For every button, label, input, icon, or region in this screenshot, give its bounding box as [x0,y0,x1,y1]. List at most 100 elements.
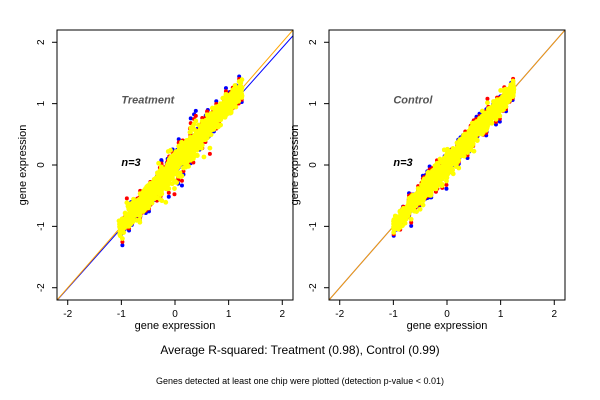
detected-gene-point [157,197,163,202]
all-gene-point [193,108,198,113]
detected-gene-point [452,147,458,153]
detected-gene-point [165,167,171,173]
detected-gene-point [448,163,453,169]
detected-gene-point [171,155,177,161]
detected-gene-point [137,197,142,203]
average-r-squared-caption: Average R-squared: Treatment (0.98), Con… [160,343,440,357]
detected-gene-point [163,199,169,205]
detected-gene-point [510,94,516,100]
detected-gene-point [230,95,235,101]
detected-gene-point [172,186,177,191]
detected-gene-point [450,157,456,163]
x-tick-label: 1 [498,309,504,320]
detected-gene-point [144,191,150,197]
detected-gene-point [471,148,477,154]
detected-gene-point [469,120,475,126]
flagged-gene-point [409,220,414,225]
detected-gene-point [122,211,128,216]
detected-gene-point [187,144,193,149]
detected-gene-point [505,93,511,98]
detected-gene-point [432,169,438,175]
detected-gene-point [215,117,221,123]
detected-gene-point [188,129,193,135]
all-gene-point [176,137,181,142]
flagged-gene-point [120,239,125,244]
detected-gene-point [230,87,236,93]
detected-gene-point [157,186,163,192]
detected-gene-point [485,111,491,117]
detected-gene-point [503,97,509,103]
detected-gene-point [151,184,157,190]
detected-gene-point [391,221,397,227]
detected-gene-point [168,154,174,160]
detected-gene-point [173,169,178,175]
detected-gene-point [124,219,130,225]
control-panel: -2 -1 0 1 2 -2 -1 0 1 2 gene expression gene expres… [289,29,566,332]
x-axis-label: gene expression [407,320,488,332]
y-tick-label: 2 [308,39,319,45]
flagged-gene-point [181,169,186,174]
detected-gene-point [450,171,456,177]
detected-gene-point [183,153,189,159]
detected-gene-point [153,194,159,200]
detected-gene-point [239,77,245,83]
x-tick-label: 0 [444,309,450,320]
detected-gene-point [498,88,504,93]
detected-gene-point [165,149,171,154]
detected-gene-point [185,139,191,144]
detected-gene-point [509,84,515,90]
detected-gene-point [417,190,422,196]
detected-gene-point [130,200,136,206]
all-gene-point [444,186,449,191]
detected-gene-point [201,154,207,160]
detected-gene-point [430,186,436,192]
detected-gene-point [427,170,433,176]
detected-gene-point [434,183,440,189]
x-tick-label: 1 [226,309,232,320]
detected-gene-point [433,178,439,184]
x-tick-label: 2 [551,309,557,320]
flagged-gene-point [207,151,212,156]
detected-gene-point [131,196,136,202]
panel-title: Treatment [121,95,175,107]
detected-gene-point [446,151,452,156]
detected-gene-point [439,168,445,174]
flagged-gene-point [193,113,198,118]
detected-gene-point [391,230,397,235]
y-tick-label: 0 [36,162,47,168]
detected-gene-point [406,209,412,215]
detected-gene-point [439,181,445,187]
y-tick-label: 0 [308,162,319,168]
detected-gene-point [422,184,427,189]
detected-gene-point [197,138,203,144]
detected-gene-point [174,161,180,167]
detected-gene-point [500,104,506,110]
detected-gene-point [152,179,158,185]
detected-gene-point [177,170,183,176]
flagged-gene-point [124,196,129,201]
detected-gene-point [413,201,418,207]
sample-count-label: n=3 [121,157,140,169]
detected-gene-point [444,164,449,170]
detected-gene-point [145,205,151,211]
detected-gene-point [178,153,184,159]
panel-title: Control [393,95,433,107]
detected-gene-point [193,118,199,124]
detected-gene-point [179,158,185,164]
detected-gene-point [120,217,126,223]
detected-gene-point [121,230,126,236]
detected-gene-point [408,216,414,222]
detected-gene-point [415,197,421,203]
plot-area [329,30,565,300]
detected-gene-point [207,128,213,134]
detected-gene-point [124,200,130,206]
all-gene-point [120,243,125,248]
detected-gene-point [462,141,468,147]
detected-gene-point [205,132,211,138]
detected-gene-point [222,110,227,115]
detected-gene-point [157,177,162,183]
y-tick-label: -1 [308,221,319,230]
detected-gene-point [455,159,461,165]
x-tick-label: -2 [63,309,72,320]
